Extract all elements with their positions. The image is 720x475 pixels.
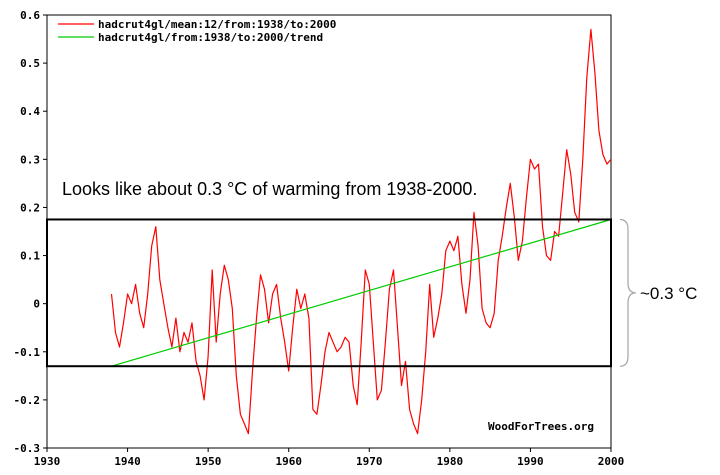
y-tick-label: -0.3	[14, 442, 41, 455]
x-tick-label: 1990	[517, 455, 544, 468]
y-tick-label: 0.1	[20, 250, 40, 263]
y-tick-label: 0.3	[20, 153, 40, 166]
x-tick-label: 1930	[34, 455, 61, 468]
plot-frame	[46, 14, 612, 449]
y-tick-label: 0.2	[20, 201, 40, 214]
credit-label: WoodForTrees.org	[488, 420, 594, 433]
x-tick-label: 2000	[598, 455, 625, 468]
x-tick-label: 1960	[275, 455, 302, 468]
x-tick-label: 1950	[195, 455, 222, 468]
legend: hadcrut4gl/mean:12/from:1938/to:2000 had…	[58, 18, 336, 44]
annotation-text: Looks like about 0.3 °C of warming from …	[62, 179, 477, 199]
legend-label-trend: hadcrut4gl/from:1938/to:2000/trend	[98, 31, 323, 44]
annotation-box	[46, 218, 612, 368]
x-axis-ticks: 1930 1940 1950 1960 1970 1980 1990 2000	[34, 448, 625, 468]
x-tick-label: 1970	[356, 455, 383, 468]
series-layer	[110, 28, 612, 435]
y-tick-label: 0.4	[20, 105, 40, 118]
brace-label: ~0.3 °C	[640, 284, 697, 303]
x-tick-label: 1980	[437, 455, 464, 468]
temperature-series-line	[110, 28, 612, 435]
y-tick-label: 0	[33, 298, 40, 311]
y-tick-label: 0.6	[20, 9, 40, 22]
annotation-brace	[619, 218, 637, 367]
y-tick-label: -0.2	[14, 394, 41, 407]
y-tick-label: 0.5	[20, 57, 40, 70]
trend-line	[111, 218, 612, 367]
plot-border	[46, 14, 612, 449]
legend-label-temperature: hadcrut4gl/mean:12/from:1938/to:2000	[98, 18, 336, 31]
y-axis-ticks: -0.3 -0.2 -0.1 0 0.1 0.2 0.3 0.4 0.5 0.6	[14, 9, 47, 455]
x-tick-label: 1940	[114, 455, 141, 468]
y-tick-label: -0.1	[14, 346, 41, 359]
